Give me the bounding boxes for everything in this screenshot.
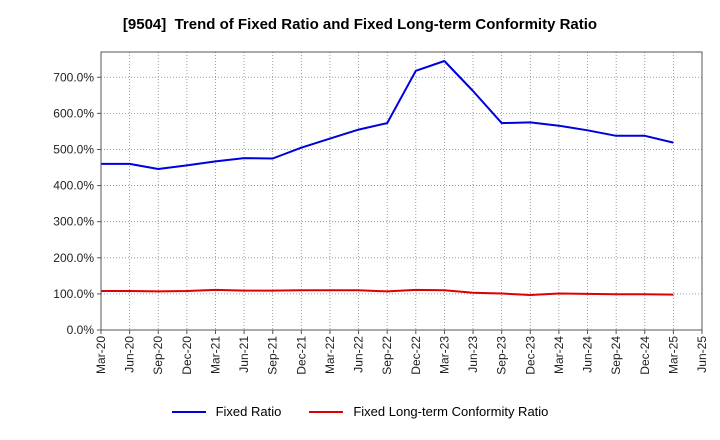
y-tick-label: 400.0% — [53, 179, 94, 193]
legend: Fixed Ratio Fixed Long-term Conformity R… — [0, 404, 720, 419]
y-tick-label: 600.0% — [53, 106, 94, 120]
x-tick-label: Dec-21 — [294, 336, 308, 375]
x-tick-label: Sep-23 — [495, 336, 509, 375]
y-tick-label: 500.0% — [53, 142, 94, 156]
legend-item-fixed-long-term-conformity-ratio: Fixed Long-term Conformity Ratio — [309, 404, 548, 419]
x-tick-label: Jun-23 — [466, 336, 480, 373]
x-tick-label: Dec-20 — [180, 336, 194, 375]
x-tick-label: Jun-25 — [695, 336, 709, 373]
x-axis: Mar-20 Jun-20 Sep-20 Dec-20 Mar-21 Jun-21 Sep-… — [94, 330, 709, 375]
x-tick-label: Sep-20 — [151, 336, 165, 375]
y-tick-label: 0.0% — [67, 323, 95, 337]
y-tick-label: 300.0% — [53, 215, 94, 229]
series-line-fixed-long-term-conformity-ratio — [101, 288, 674, 296]
legend-swatch-conformity-ratio — [309, 410, 344, 413]
x-tick-label: Mar-21 — [208, 336, 222, 374]
x-tick-label: Jun-20 — [123, 336, 137, 373]
x-tick-label: Sep-24 — [609, 336, 623, 375]
x-tick-label: Mar-25 — [666, 336, 680, 374]
x-tick-label: Sep-22 — [380, 336, 394, 375]
series-lines — [101, 60, 674, 296]
chart-title: [9504] Trend of Fixed Ratio and Fixed Lo… — [122, 16, 598, 33]
x-tick-label: Mar-23 — [437, 336, 451, 374]
x-tick-label: Dec-22 — [409, 336, 423, 375]
plot-frame — [100, 51, 703, 331]
x-tick-label: Mar-20 — [94, 336, 108, 374]
legend-swatch-fixed-ratio — [171, 410, 206, 413]
y-tick-label: 100.0% — [53, 287, 94, 301]
x-tick-label: Mar-22 — [323, 336, 337, 374]
x-tick-label: Mar-24 — [552, 336, 566, 374]
legend-item-fixed-ratio: Fixed Ratio — [171, 404, 282, 419]
y-tick-label: 200.0% — [53, 251, 94, 265]
legend-label-conformity-ratio: Fixed Long-term Conformity Ratio — [353, 404, 549, 419]
x-tick-label: Jun-22 — [352, 336, 366, 373]
line-chart: 0.0% 100.0% 200.0% 300.0% 400.0% 500.0% 600.0%… — [53, 51, 709, 375]
legend-label-fixed-ratio: Fixed Ratio — [215, 404, 282, 419]
x-tick-label: Dec-23 — [523, 336, 537, 375]
y-axis: 0.0% 100.0% 200.0% 300.0% 400.0% 500.0% 600.0%… — [53, 70, 101, 337]
x-tick-label: Sep-21 — [266, 336, 280, 375]
series-line-fixed-ratio — [101, 60, 674, 170]
x-tick-label: Jun-21 — [237, 336, 251, 373]
x-tick-label: Jun-24 — [581, 336, 595, 373]
x-tick-label: Dec-24 — [638, 336, 652, 375]
y-tick-label: 700.0% — [53, 70, 94, 84]
grid-lines — [101, 52, 702, 330]
